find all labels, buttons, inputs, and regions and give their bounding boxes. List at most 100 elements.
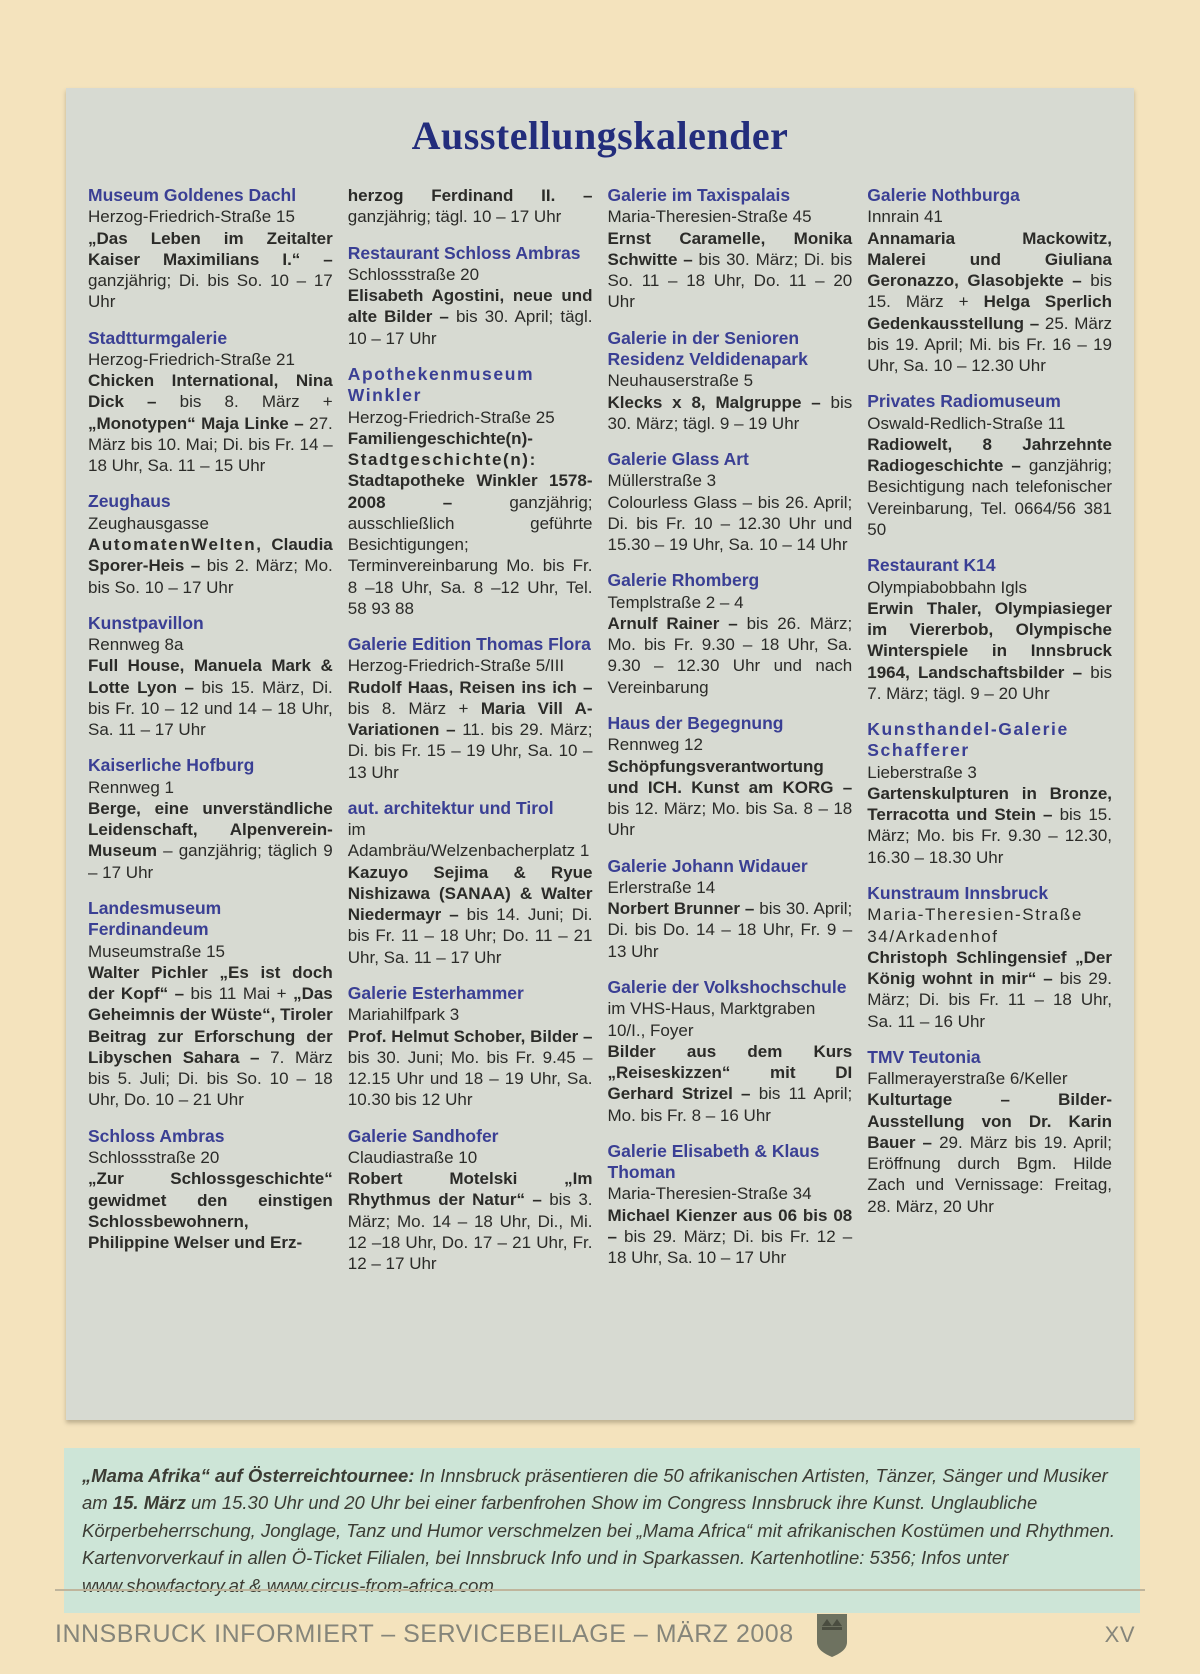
exhibition-details-text: bis 29. März; Di. bis Fr. 11 – 18 Uhr, S… — [867, 969, 1112, 1031]
venue-name: Restaurant Schloss Ambras — [347, 242, 581, 263]
exhibition-details-text: bis 30. Juni; Mo. bis Fr. 9.45 – 12.15 U… — [347, 1047, 593, 1110]
exhibition-title-text: herzog Ferdinand II. – — [347, 186, 593, 205]
exhibition-title-text: Schöpfungsverantwortung und ICH. Kunst a… — [607, 756, 853, 797]
exhibition-details-text: bis 30. März; tägl. 9 – 19 Uhr — [607, 392, 853, 433]
venue-name: Galerie Nothburga — [867, 185, 1020, 205]
exhibition-details: Klecks x 8, Malgruppe – bis 30. März; tä… — [608, 392, 853, 435]
exhibition-details: Gartenskulpturen in Bronze, Terracotta u… — [867, 783, 1112, 868]
exhibition-entry: Zeughaus Zeughausgasse AutomatenWelten, Cl… — [88, 491, 333, 597]
exhibition-title-text: Gartenskulpturen in Bronze, Terracotta u… — [867, 783, 1112, 825]
exhibition-details: Elisabeth Agostini, neue und alte Bilder… — [348, 285, 593, 349]
venue-address: im VHS-Haus, Marktgraben 10/I., Foyer — [607, 999, 816, 1040]
exhibition-title-text: Rudolf Haas, Reisen ins ich – — [347, 677, 593, 697]
venue-address: Claudiastraße 10 — [347, 1147, 478, 1167]
venue-name: Apothekenmuseum Winkler — [347, 363, 535, 406]
venue-address: Lieberstraße 3 — [867, 762, 977, 782]
exhibition-title-text: Christoph Schlingensief „Der König wohnt… — [867, 947, 1112, 989]
exhibition-title-text: Claudia Sporer-Heis – — [88, 535, 333, 576]
exhibition-details: Radiowelt, 8 Jahrzehnte Radiogeschichte … — [867, 434, 1112, 540]
exhibition-title-text: Elisabeth Agostini, neue und alte Bilder… — [347, 286, 593, 327]
exhibition-title-text: Klecks x 8, Malgruppe – — [607, 392, 831, 412]
exhibition-details-text: bis 30. April; Di. bis Do. 14 – 18 Uhr, … — [607, 899, 853, 961]
exhibition-calendar-panel: Ausstellungskalender Museum Goldenes Dac… — [66, 88, 1134, 1420]
exhibition-details-text: 25. März bis 19. April; Mi. bis Fr. 16 –… — [867, 313, 1112, 376]
exhibition-details: Kazuyo Sejima & Ryue Nishizawa (SANAA) &… — [348, 862, 593, 968]
exhibition-title-text: „Mama Afrika“ auf Österreichtournee: — [82, 1465, 420, 1486]
venue-name: Zeughaus — [88, 491, 171, 512]
venue-address: Zeughausgasse — [88, 513, 209, 533]
venue-address: Innrain 41 — [867, 207, 943, 227]
calendar-column: Galerie Nothburga Innrain 41 Annamaria Mac… — [867, 185, 1112, 1289]
venue-name: Haus der Begegnung — [607, 712, 784, 733]
exhibition-details: Michael Kienzer aus 06 bis 08 – bis 29. … — [608, 1205, 853, 1269]
venue-address: Erlerstraße 14 — [607, 877, 716, 897]
exhibition-entry: Kunstraum Innsbruck Maria-Theresien-Straß… — [867, 883, 1112, 1032]
exhibition-entry: Galerie Sandhofer Claudiastraße 10 Robert … — [348, 1126, 593, 1275]
venue-address: Museumstraße 15 — [88, 941, 225, 961]
exhibition-entry: herzog Ferdinand II. – ganzjährig; tägl.… — [348, 185, 593, 228]
exhibition-entry: Haus der Begegnung Rennweg 12 Schöpfungsve… — [608, 713, 853, 841]
exhibition-details-text: bis 11 Mai + — [190, 984, 294, 1004]
venue-name: Kaiserliche Hofburg — [88, 755, 255, 776]
exhibition-entry: Galerie Edition Thomas Flora Herzog-Fried… — [348, 634, 593, 783]
exhibition-entry: TMV Teutonia Fallmerayerstraße 6/Keller Ku… — [867, 1047, 1112, 1217]
exhibition-title-text: Annamaria Mackowitz, Malerei und Giulian… — [867, 228, 1112, 291]
exhibition-entry: Galerie Esterhammer Mariahilfpark 3 Prof. … — [348, 983, 593, 1111]
venue-name: Galerie Glass Art — [607, 449, 749, 470]
exhibition-entry: Stadtturmgalerie Herzog-Friedrich-Straße … — [88, 328, 333, 477]
exhibition-entry: Galerie Rhomberg Templstraße 2 – 4 Arnulf … — [608, 570, 853, 698]
venue-address: Herzog-Friedrich-Straße 25 — [347, 407, 555, 427]
exhibition-details-text: bis 29. März; Di. bis Fr. 12 – 18 Uhr, S… — [607, 1226, 853, 1268]
exhibition-details-text: – ganzjährig; täglich 9 – 17 Uhr — [88, 841, 333, 882]
exhibition-details-text: bis 8. März + — [179, 392, 333, 412]
exhibition-title-text: Prof. Helmut Schober, Bilder – — [347, 1026, 593, 1046]
venue-name: Galerie Johann Widauer — [607, 855, 808, 876]
exhibition-details-text: ganzjährig; Besichtigung nach telefonisc… — [867, 456, 1112, 539]
page-title: Ausstellungskalender — [411, 113, 789, 158]
exhibition-title-text: „Zur Schlossgeschichte“ gewidmet den ein… — [88, 1169, 333, 1252]
exhibition-details: herzog Ferdinand II. – ganzjährig; tägl.… — [348, 185, 593, 228]
exhibition-details: Rudolf Haas, Reisen ins ich – bis 8. Mär… — [348, 677, 593, 783]
mama-afrika-notice: „Mama Afrika“ auf Österreichtournee: In … — [64, 1448, 1140, 1613]
venue-name: Landesmuseum Ferdinandeum — [88, 897, 222, 940]
exhibition-details-text: 27. März bis 10. Mai; Di. bis Fr. 14 – 1… — [88, 413, 333, 476]
exhibition-entry: Restaurant K14 Olympiabobbahn Igls Erwin T… — [867, 555, 1112, 704]
venue-address: im Adambräu/Welzenbacherplatz 1 — [347, 820, 590, 861]
venue-address: Schlossstraße 20 — [347, 264, 480, 284]
venue-address: Oswald-Redlich-Straße 11 — [867, 413, 1066, 433]
venue-name: Museum Goldenes Dachl — [88, 185, 297, 205]
venue-name: Galerie in der Senioren Residenz Veldide… — [607, 327, 808, 369]
exhibition-title-text: Bilder aus dem Kurs „Reiseskizzen“ mit D… — [607, 1041, 853, 1104]
exhibition-details-text: ganzjährig; ausschließlich geführte Besi… — [347, 492, 593, 618]
exhibition-details-text: 7. März bis 5. Juli; Di. bis So. 10 – 18… — [88, 1047, 333, 1110]
exhibition-entry: aut. architektur und Tirol im Adambräu/We… — [348, 798, 593, 968]
calendar-columns: Museum Goldenes Dachl Herzog-Friedrich-St… — [88, 185, 1112, 1289]
venue-name: Galerie Elisabeth & Klaus Thoman — [607, 1140, 820, 1183]
exhibition-details-text: bis 2. März; Mo. bis So. 10 – 17 Uhr — [88, 556, 333, 597]
exhibition-entry: Schloss Ambras Schlossstraße 20 „Zur Schlo… — [88, 1126, 333, 1254]
venue-address: Rennweg 12 — [607, 735, 703, 755]
venue-address: Herzog-Friedrich-Straße 5/III — [347, 656, 565, 676]
exhibition-title-text: Radiowelt, 8 Jahrzehnte Radiogeschichte … — [867, 434, 1112, 476]
exhibition-details: Full House, Manuela Mark & Lotte Lyon – … — [88, 655, 333, 740]
exhibition-details: Schöpfungsverantwortung und ICH. Kunst a… — [608, 756, 853, 841]
venue-address: Schlossstraße 20 — [88, 1148, 220, 1167]
exhibition-details-text: bis 8. März + — [347, 698, 481, 718]
notice-text: „Mama Afrika“ auf Österreichtournee: In … — [82, 1462, 1122, 1599]
exhibition-details: „Das Leben im Zeitalter Kaiser Maximilia… — [88, 228, 333, 313]
exhibition-title-text: Chicken International, Nina Dick – — [88, 371, 333, 412]
exhibition-details-text: 29. März bis 19. April; Eröffnung durch … — [867, 1132, 1112, 1216]
exhibition-entry: Galerie der Volkshochschule im VHS-Haus, … — [608, 977, 853, 1126]
exhibition-details: Annamaria Mackowitz, Malerei und Giulian… — [867, 228, 1112, 377]
page-number: XV — [1104, 1622, 1135, 1647]
venue-address: Müllerstraße 3 — [607, 471, 717, 491]
exhibition-details-text: Colourless Glass – bis 26. April; Di. bi… — [607, 492, 853, 555]
venue-address: Maria-Theresien-Straße 34/Arkadenhof — [867, 905, 1083, 946]
exhibition-entry: Museum Goldenes Dachl Herzog-Friedrich-St… — [88, 185, 333, 313]
venue-name: Galerie der Volkshochschule — [607, 976, 847, 997]
exhibition-details: Chicken International, Nina Dick – bis 8… — [88, 370, 333, 476]
exhibition-details: Kulturtage – Bilder-Ausstellung von Dr. … — [867, 1089, 1112, 1217]
exhibition-details-text: bis 7. März; tägl. 9 – 20 Uhr — [867, 662, 1112, 703]
venue-name: Kunstpavillon — [88, 612, 204, 633]
exhibition-title-text: Familiengeschichte(n)- — [347, 428, 533, 448]
